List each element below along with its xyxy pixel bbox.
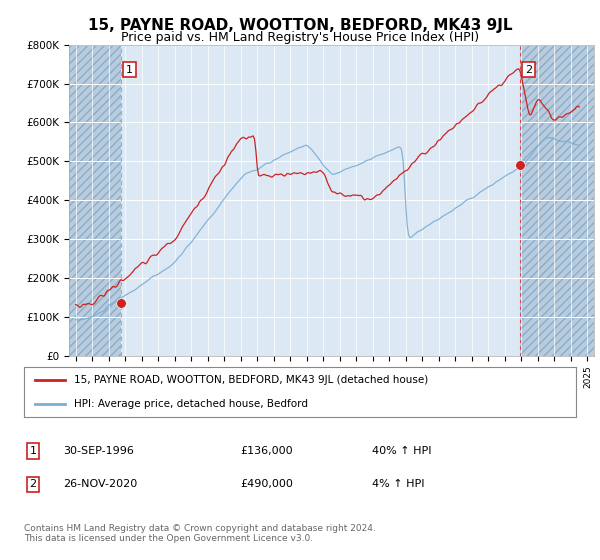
Text: 2: 2 [524,64,532,74]
Bar [69,45,121,356]
Text: 15, PAYNE ROAD, WOOTTON, BEDFORD, MK43 9JL (detached house): 15, PAYNE ROAD, WOOTTON, BEDFORD, MK43 9… [74,375,428,385]
Bar [520,45,594,356]
Text: Contains HM Land Registry data © Crown copyright and database right 2024.
This d: Contains HM Land Registry data © Crown c… [24,524,376,543]
Text: £136,000: £136,000 [240,446,293,456]
Text: 30-SEP-1996: 30-SEP-1996 [63,446,134,456]
Bar [520,45,594,356]
Text: 15, PAYNE ROAD, WOOTTON, BEDFORD, MK43 9JL: 15, PAYNE ROAD, WOOTTON, BEDFORD, MK43 9… [88,18,512,33]
Text: 40% ↑ HPI: 40% ↑ HPI [372,446,431,456]
Text: £490,000: £490,000 [240,479,293,489]
Text: Price paid vs. HM Land Registry's House Price Index (HPI): Price paid vs. HM Land Registry's House … [121,31,479,44]
Text: 1: 1 [29,446,37,456]
Bar [69,45,121,356]
Text: 26-NOV-2020: 26-NOV-2020 [63,479,137,489]
Text: 2: 2 [29,479,37,489]
Text: HPI: Average price, detached house, Bedford: HPI: Average price, detached house, Bedf… [74,399,308,409]
Text: 4% ↑ HPI: 4% ↑ HPI [372,479,425,489]
Text: 1: 1 [126,64,133,74]
